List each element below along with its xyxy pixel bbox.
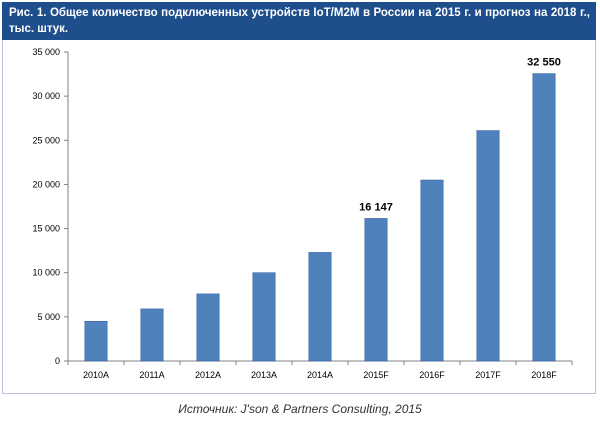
bar-2017F <box>476 130 500 362</box>
bar-2011A <box>140 308 164 362</box>
x-tick-label: 2014A <box>307 370 333 380</box>
x-tick-label: 2017F <box>475 370 501 380</box>
x-tick-label: 2010A <box>83 370 109 380</box>
y-tick-label: 30 000 <box>32 91 60 101</box>
x-tick-label: 2018F <box>531 370 557 380</box>
x-tick-label: 2015F <box>363 370 389 380</box>
bar-2014A <box>308 252 332 362</box>
x-tick-label: 2013A <box>251 370 277 380</box>
y-tick-label: 15 000 <box>32 224 60 234</box>
x-tick-label: 2012A <box>195 370 221 380</box>
title-bar: Рис. 1. Общее количество подключенных ус… <box>2 2 596 40</box>
y-tick-label: 25 000 <box>32 135 60 145</box>
chart-title: Рис. 1. Общее количество подключенных ус… <box>9 7 590 35</box>
bar-chart: 0 5 000 10 000 15 000 20 000 25 000 30 000 35 0… <box>32 47 573 380</box>
x-tick-label: 2011A <box>139 370 164 380</box>
source-caption: Источник: J'son & Partners Consulting, 2… <box>178 402 422 416</box>
data-label: 16 147 <box>359 201 393 213</box>
bar-2013A <box>252 272 276 362</box>
y-tick-label: 20 000 <box>32 179 60 189</box>
y-tick-label: 0 <box>55 356 60 366</box>
bar-2018F <box>532 73 556 362</box>
y-tick-label: 5 000 <box>37 312 60 322</box>
data-label: 32 550 <box>527 57 561 69</box>
bar-2010A <box>84 320 108 362</box>
bar-2016F <box>420 179 444 362</box>
bar-2012A <box>196 293 220 362</box>
x-tick-label: 2016F <box>419 370 445 380</box>
y-tick-label: 10 000 <box>32 268 60 278</box>
bar-2015F <box>364 218 388 362</box>
y-tick-label: 35 000 <box>32 47 60 57</box>
